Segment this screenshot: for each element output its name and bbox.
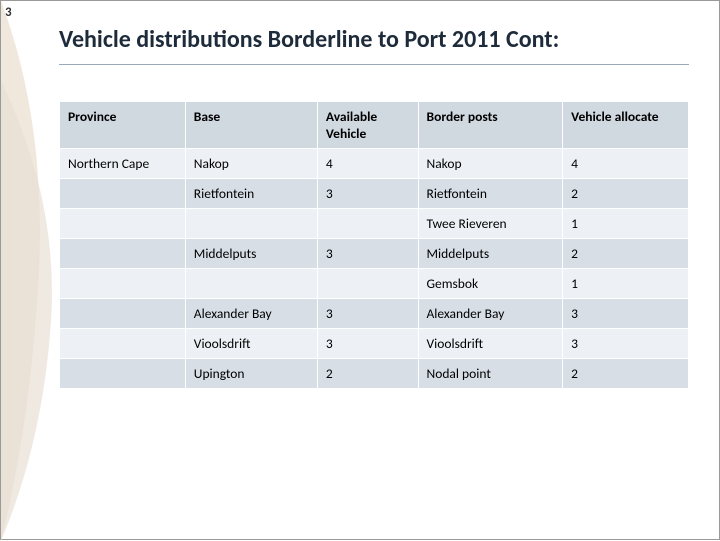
cell: 2 <box>317 359 418 389</box>
cell <box>60 269 186 299</box>
col-vehicle-allocate: Vehicle allocate <box>563 102 689 149</box>
cell <box>185 209 317 239</box>
cell <box>317 209 418 239</box>
cell: 3 <box>563 299 689 329</box>
table-row: Upington 2 Nodal point 2 <box>60 359 689 389</box>
cell: 3 <box>317 179 418 209</box>
cell: 3 <box>317 329 418 359</box>
cell: Middelputs <box>185 239 317 269</box>
cell: 2 <box>563 179 689 209</box>
slide-title: Vehicle distributions Borderline to Port… <box>59 25 689 65</box>
cell <box>60 329 186 359</box>
cell: Alexander Bay <box>418 299 563 329</box>
cell <box>317 269 418 299</box>
cell: Nodal point <box>418 359 563 389</box>
cell: Alexander Bay <box>185 299 317 329</box>
table-row: Middelputs 3 Middelputs 2 <box>60 239 689 269</box>
cell: Nakop <box>185 149 317 179</box>
vehicle-distribution-table: Province Base Available Vehicle Border p… <box>59 101 689 389</box>
cell: 4 <box>563 149 689 179</box>
col-base: Base <box>185 102 317 149</box>
cell: Middelputs <box>418 239 563 269</box>
table-header-row: Province Base Available Vehicle Border p… <box>60 102 689 149</box>
table-row: Northern Cape Nakop 4 Nakop 4 <box>60 149 689 179</box>
cell: Nakop <box>418 149 563 179</box>
cell: 3 <box>317 299 418 329</box>
cell: Vioolsdrift <box>418 329 563 359</box>
col-province: Province <box>60 102 186 149</box>
slide-content: Vehicle distributions Borderline to Port… <box>1 1 719 389</box>
cell: 3 <box>317 239 418 269</box>
table-row: Alexander Bay 3 Alexander Bay 3 <box>60 299 689 329</box>
cell: Rietfontein <box>418 179 563 209</box>
cell: 4 <box>317 149 418 179</box>
cell: 1 <box>563 209 689 239</box>
col-available-vehicle: Available Vehicle <box>317 102 418 149</box>
cell <box>60 209 186 239</box>
cell: Gemsbok <box>418 269 563 299</box>
col-border-posts: Border posts <box>418 102 563 149</box>
cell: Vioolsdrift <box>185 329 317 359</box>
cell <box>185 269 317 299</box>
cell: 2 <box>563 239 689 269</box>
table-row: Rietfontein 3 Rietfontein 2 <box>60 179 689 209</box>
cell: 1 <box>563 269 689 299</box>
table-row: Twee Rieveren 1 <box>60 209 689 239</box>
cell: Upington <box>185 359 317 389</box>
cell <box>60 299 186 329</box>
cell <box>60 179 186 209</box>
table-row: Vioolsdrift 3 Vioolsdrift 3 <box>60 329 689 359</box>
cell <box>60 239 186 269</box>
cell: 3 <box>563 329 689 359</box>
cell <box>60 359 186 389</box>
table-row: Gemsbok 1 <box>60 269 689 299</box>
cell: Northern Cape <box>60 149 186 179</box>
cell: Twee Rieveren <box>418 209 563 239</box>
cell: 2 <box>563 359 689 389</box>
cell: Rietfontein <box>185 179 317 209</box>
